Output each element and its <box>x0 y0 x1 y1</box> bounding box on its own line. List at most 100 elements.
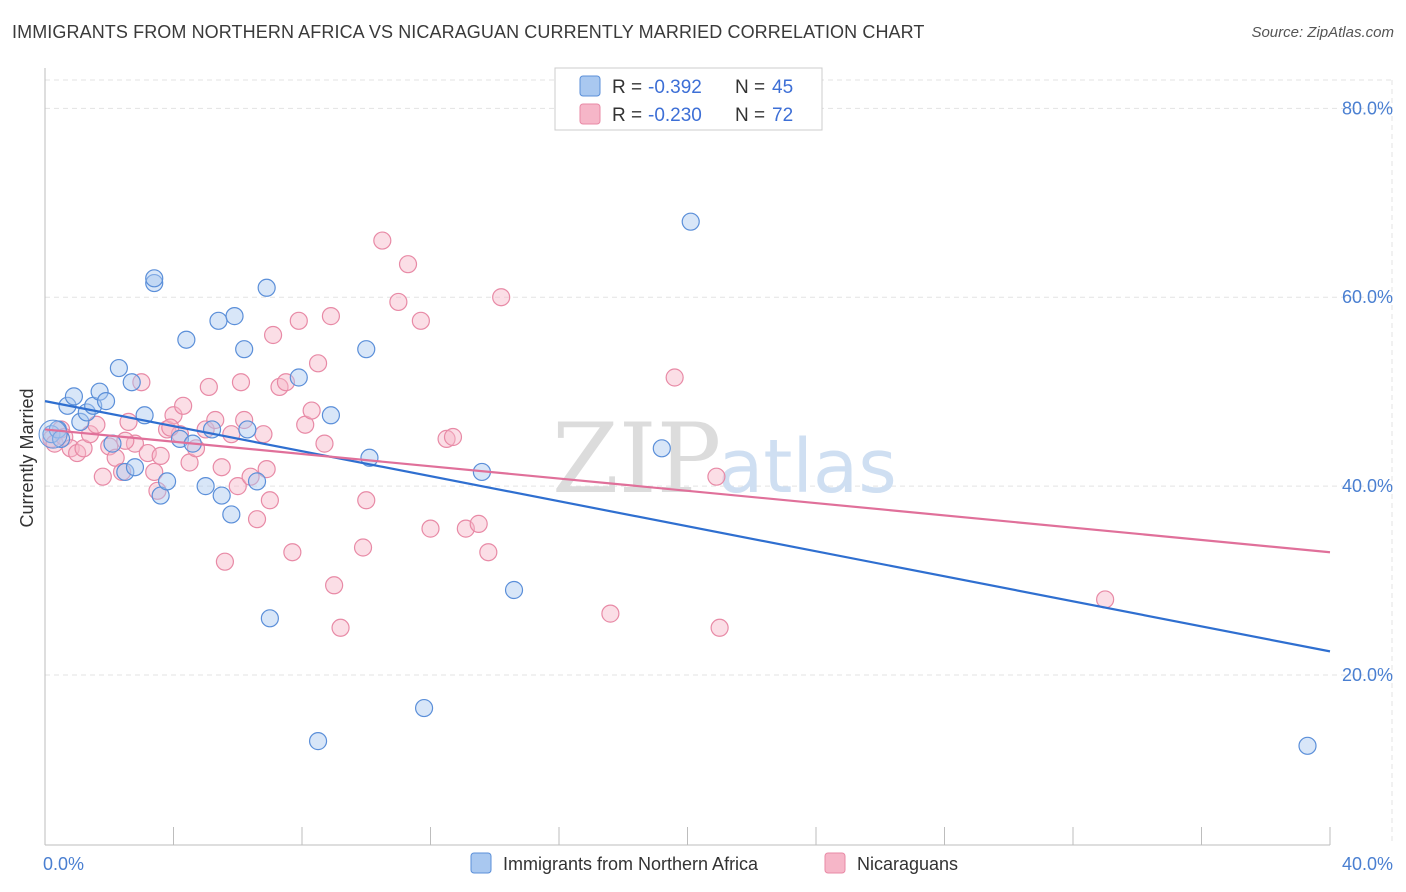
nicaraguans-point-66 <box>707 467 726 486</box>
watermark: ZIP atlas <box>552 403 897 515</box>
northern-africa-point-31 <box>247 472 267 491</box>
x-tick-labels: 0.0% 40.0% <box>43 854 1393 874</box>
nicaraguans-point-30 <box>215 552 234 571</box>
y-tick-labels: 20.0% 40.0% 60.0% 80.0% <box>1342 98 1393 685</box>
nicaraguans-point-59 <box>443 427 463 447</box>
nicaraguans-point-9 <box>93 467 112 486</box>
nicaraguans-point-57 <box>421 519 440 538</box>
northern-africa-point-9 <box>96 392 116 411</box>
northern-africa-cluster-point <box>38 419 68 449</box>
northern-africa-point-41 <box>504 580 524 600</box>
northern-africa-point-23 <box>196 477 215 496</box>
legend-pink-n-label: N = <box>735 105 765 126</box>
watermark-zip: ZIP <box>552 403 721 515</box>
nicaraguans-point-51 <box>353 538 373 557</box>
nicaraguans-point-48 <box>321 307 341 326</box>
y-tick-label-80: 80.0% <box>1342 98 1393 118</box>
axes <box>44 68 1331 846</box>
correlation-legend: R = -0.392 N = 45 R = -0.230 N = 72 <box>554 67 823 131</box>
northern-africa-point-32 <box>257 278 276 297</box>
northern-africa-point-43 <box>681 212 700 231</box>
nicaraguans-point-23 <box>174 396 193 415</box>
northern-africa-point-29 <box>235 340 254 359</box>
northern-africa-points <box>38 212 1317 755</box>
nicaraguans-point-38 <box>260 491 279 510</box>
nicaraguans-point-45 <box>302 401 321 420</box>
source-label: Source: ZipAtlas.com <box>1251 24 1394 41</box>
northern-africa-point-39 <box>414 698 434 718</box>
series-legend: Immigrants from Northern Africa Nicaragu… <box>470 852 958 874</box>
nicaraguans-point-52 <box>357 491 376 510</box>
nicaraguans-point-55 <box>398 255 418 274</box>
legend-pink-n-value: 72 <box>772 105 793 126</box>
nicaraguans-point-46 <box>308 354 328 373</box>
nicaraguans-point-49 <box>325 576 344 595</box>
northern-africa-point-34 <box>289 368 308 387</box>
legend-blue-r-label: R = <box>612 77 642 98</box>
nicaraguans-point-17 <box>145 462 164 482</box>
nicaraguans-point-29 <box>212 458 231 477</box>
x-tick-label-min: 0.0% <box>43 854 84 874</box>
nicaraguans-point-42 <box>283 543 302 562</box>
northern-africa-point-36 <box>321 406 341 425</box>
nicaraguans-point-47 <box>315 434 334 453</box>
northern-africa-point-30 <box>238 420 257 439</box>
nicaraguans-point-36 <box>247 510 267 529</box>
northern-africa-point-8 <box>90 382 109 401</box>
northern-africa-point-38 <box>360 448 379 467</box>
y-axis-label: Currently Married <box>17 388 37 527</box>
nicaraguans-point-19 <box>151 446 170 465</box>
nicaraguans-point-63 <box>492 288 511 307</box>
nicaraguans-point-62 <box>479 543 498 562</box>
northern-africa-point-42 <box>652 439 671 458</box>
northern-africa-point-16 <box>145 273 164 293</box>
nicaraguans-point-37 <box>254 425 273 444</box>
nicaraguans-point-15 <box>132 373 151 392</box>
legend-blue-n-value: 45 <box>772 77 793 98</box>
nicaraguans-point-39 <box>263 325 283 345</box>
nicaraguans-point-65 <box>665 368 684 387</box>
northern-africa-point-25 <box>209 311 228 330</box>
series-legend-blue-label: Immigrants from Northern Africa <box>503 854 759 874</box>
legend-blue-n-label: N = <box>735 77 765 98</box>
series-legend-pink-label: Nicaraguans <box>857 854 958 874</box>
nicaraguans-point-67 <box>710 618 729 637</box>
series-legend-blue-swatch <box>470 852 492 874</box>
northern-africa-point-35 <box>308 732 328 751</box>
northern-africa-point-14 <box>125 458 145 477</box>
x-tick-label-max: 40.0% <box>1342 854 1393 874</box>
nicaraguans-point-50 <box>331 618 350 637</box>
nicaraguans-point-32 <box>228 477 247 496</box>
nicaraguans-point-54 <box>389 292 408 312</box>
y-tick-label-60: 60.0% <box>1342 287 1393 307</box>
northern-africa-point-28 <box>225 307 244 326</box>
nicaraguans-point-61 <box>469 514 488 533</box>
nicaraguans-trend-line <box>44 428 1331 554</box>
northern-africa-point-27 <box>222 505 241 524</box>
northern-africa-point-44 <box>1298 736 1317 755</box>
northern-africa-point-19 <box>157 472 177 491</box>
northern-africa-point-5 <box>71 412 90 431</box>
nicaraguans-point-27 <box>199 377 218 397</box>
northern-africa-point-13 <box>122 373 141 392</box>
northern-africa-point-10 <box>103 434 122 453</box>
nicaraguans-point-53 <box>373 231 392 250</box>
legend-pink-r-label: R = <box>612 105 642 126</box>
legend-blue-swatch <box>579 75 601 97</box>
nicaraguans-point-56 <box>411 311 430 330</box>
chart-title: IMMIGRANTS FROM NORTHERN AFRICA VS NICAR… <box>12 22 925 42</box>
northern-africa-point-26 <box>212 486 231 505</box>
series-legend-pink-swatch <box>824 852 846 874</box>
nicaraguans-point-31 <box>222 425 241 444</box>
northern-africa-point-11 <box>109 358 128 378</box>
legend-blue-r-value: -0.392 <box>648 77 702 98</box>
y-tick-label-20: 20.0% <box>1342 665 1393 685</box>
trend-lines <box>44 400 1331 653</box>
northern-africa-point-21 <box>177 330 196 349</box>
legend-pink-r-value: -0.230 <box>648 105 702 126</box>
nicaraguans-point-33 <box>231 373 251 392</box>
northern-africa-point-4 <box>64 387 84 406</box>
nicaraguans-point-10 <box>100 437 119 456</box>
northern-africa-point-12 <box>116 462 135 482</box>
